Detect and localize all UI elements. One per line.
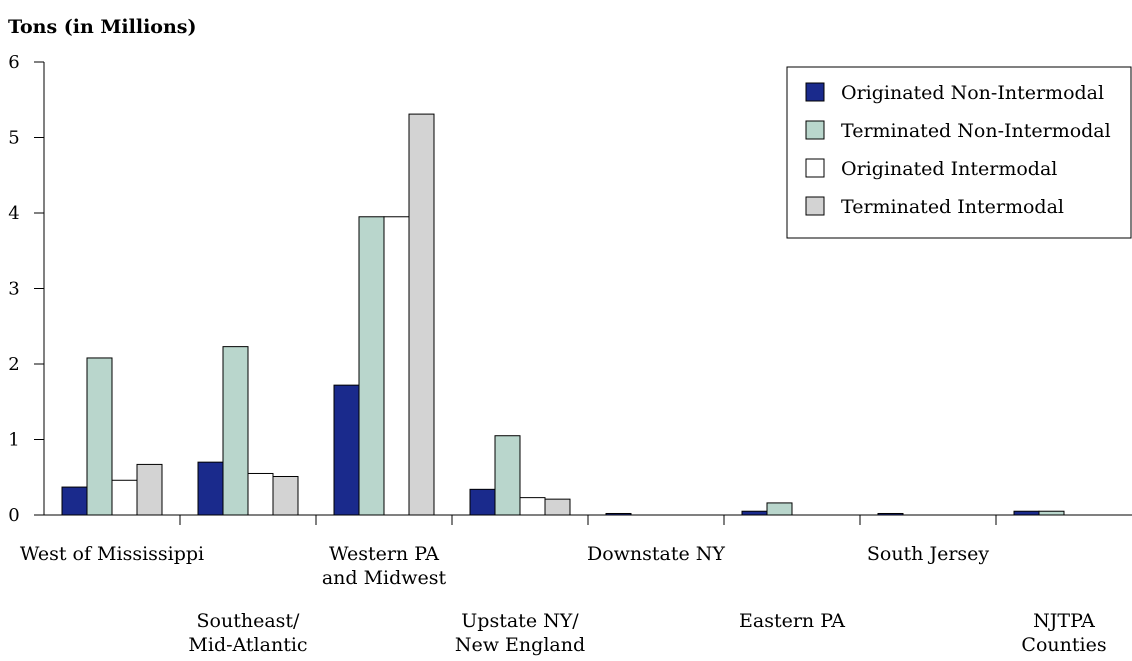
- x-category-label: Eastern PA: [739, 610, 845, 632]
- legend-swatch: [805, 196, 825, 216]
- legend-label: Originated Non-Intermodal: [841, 82, 1104, 104]
- y-axis: 0 1 2 3 4 5 6: [8, 52, 45, 526]
- legend-swatch: [805, 82, 825, 102]
- bar: [877, 512, 904, 516]
- x-category-label: Downstate NY: [587, 543, 725, 565]
- y-tick-label: 3: [8, 279, 19, 300]
- bar: [136, 463, 163, 516]
- x-category-label: West of Mississippi: [20, 543, 204, 565]
- bar: [469, 488, 496, 516]
- y-axis-label: Tons (in Millions): [8, 16, 196, 38]
- x-axis: West of Mississippi Southeast/Mid-Atlanti…: [20, 514, 1132, 656]
- y-tick-label: 1: [8, 430, 19, 451]
- x-category-label: Upstate NY/New England: [455, 610, 585, 656]
- bars: [61, 113, 1065, 516]
- bar: [766, 502, 793, 516]
- bar: [605, 512, 632, 516]
- bar: [247, 472, 274, 516]
- legend: Originated Non-Intermodal Terminated Non-…: [786, 66, 1132, 239]
- bar: [333, 384, 360, 516]
- x-category-label: NJTPA Counties: [1021, 610, 1106, 656]
- legend-box: [786, 66, 1132, 239]
- legend-swatch: [805, 120, 825, 140]
- x-category-label: South Jersey: [867, 543, 990, 565]
- legend-label: Terminated Non-Intermodal: [841, 120, 1111, 142]
- y-tick-label: 4: [8, 203, 19, 224]
- bar: [1013, 510, 1040, 516]
- x-category-label: Western PA and Midwest: [322, 543, 447, 589]
- legend-label: Terminated Intermodal: [841, 196, 1064, 218]
- bar: [358, 216, 385, 516]
- bar: [61, 486, 88, 516]
- y-tick-label: 2: [8, 354, 19, 375]
- bar: [383, 216, 410, 516]
- bar: [494, 435, 521, 516]
- bar: [111, 479, 138, 516]
- bar: [272, 475, 299, 516]
- bar: [741, 510, 768, 516]
- legend-swatch: [805, 158, 825, 178]
- bar: [544, 498, 571, 516]
- bar: [222, 346, 249, 516]
- bar: [408, 113, 435, 516]
- legend-label: Originated Intermodal: [841, 158, 1057, 180]
- bar: [1038, 510, 1065, 516]
- y-tick-label: 5: [8, 128, 19, 149]
- bar: [519, 497, 546, 516]
- y-tick-label: 0: [8, 505, 19, 526]
- bar: [197, 461, 224, 516]
- x-category-label: Southeast/Mid-Atlantic: [188, 610, 307, 656]
- y-tick-label: 6: [8, 52, 19, 73]
- bar: [86, 357, 113, 516]
